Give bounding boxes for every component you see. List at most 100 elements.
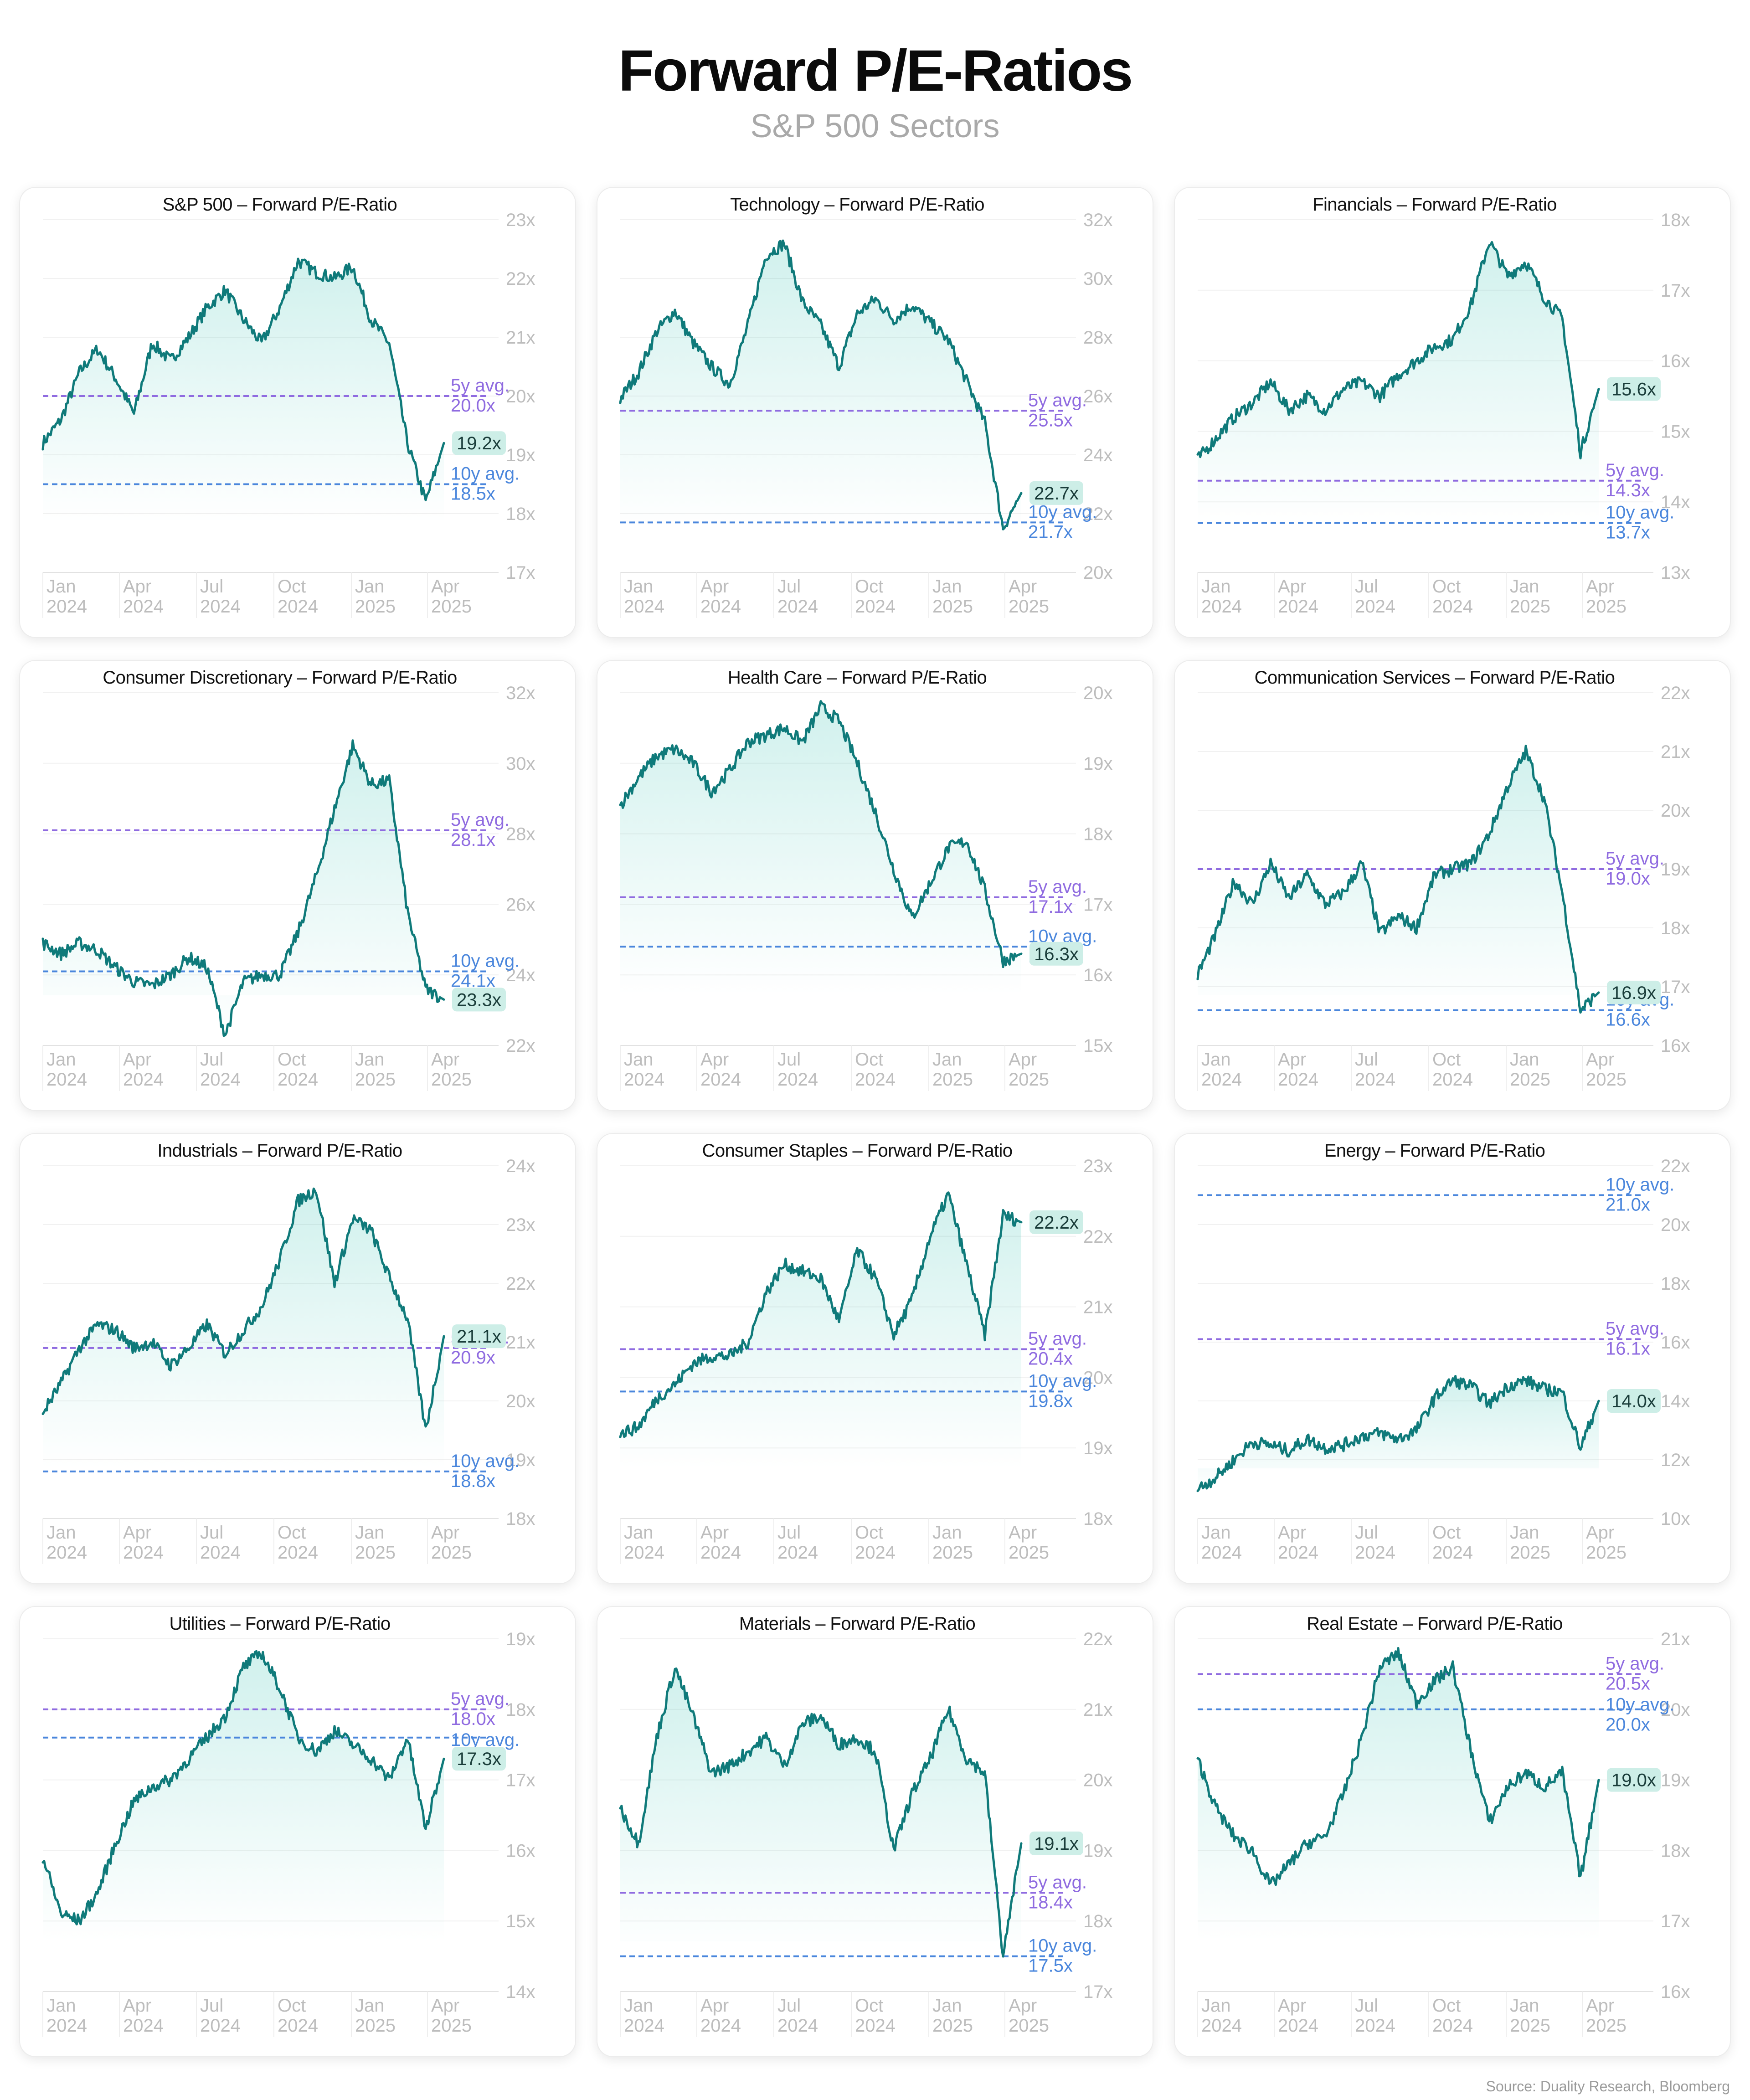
y-tick-label: 20x bbox=[506, 1391, 535, 1411]
y-tick-label: 23x bbox=[506, 1215, 535, 1235]
series-line bbox=[1196, 1375, 1600, 1493]
avg5-label-value: 16.1x bbox=[1606, 1339, 1650, 1359]
x-tick-year: 2025 bbox=[1009, 597, 1049, 617]
avg5-label-value: 20.9x bbox=[451, 1348, 495, 1368]
x-tick-year: 2024 bbox=[1201, 1543, 1242, 1563]
y-tick-label: 30x bbox=[506, 754, 535, 774]
y-tick-label: 14x bbox=[1661, 492, 1690, 512]
avg10-label: 10y avg.13.7x bbox=[1606, 503, 1674, 543]
series-line bbox=[41, 1187, 445, 1428]
chart-svg: Communication Services – Forward P/E-Rat… bbox=[1196, 668, 1690, 1091]
avg5-label-value: 20.5x bbox=[1606, 1673, 1650, 1693]
series-area bbox=[620, 241, 1021, 530]
y-tick-label: 32x bbox=[1083, 210, 1113, 230]
avg5-label-value: 17.1x bbox=[1028, 897, 1073, 917]
y-tick-label: 24x bbox=[1083, 445, 1113, 465]
x-tick-month: Oct bbox=[278, 1996, 306, 2016]
x-tick-month: Jan bbox=[624, 1996, 654, 2016]
y-tick-label: 18x bbox=[1083, 1509, 1113, 1529]
x-tick-year: 2024 bbox=[278, 2016, 318, 2036]
chart-svg: Industrials – Forward P/E-Ratio 24x 23x 22x… bbox=[41, 1141, 535, 1564]
x-tick-month: Jan bbox=[932, 1050, 962, 1070]
y-tick-label: 17x bbox=[1661, 281, 1690, 301]
y-tick-label: 22x bbox=[1083, 1227, 1113, 1247]
x-tick-month: Jan bbox=[1510, 1996, 1539, 2016]
avg5-label-title: 5y avg. bbox=[451, 810, 510, 830]
series-line bbox=[619, 1667, 1023, 1958]
y-tick-label: 20x bbox=[1661, 1700, 1690, 1720]
y-tick-label: 20x bbox=[1083, 563, 1113, 583]
y-tick-label: 21x bbox=[1661, 742, 1690, 762]
x-tick-year: 2024 bbox=[1432, 1543, 1473, 1563]
series-area bbox=[43, 1651, 444, 1941]
chart-svg: Energy – Forward P/E-Ratio 22x 20x 18x 16x 14… bbox=[1196, 1141, 1690, 1564]
chart-title: S&P 500 – Forward P/E-Ratio bbox=[163, 195, 397, 215]
avg5-label-value: 20.0x bbox=[451, 396, 495, 416]
y-tick-label: 14x bbox=[506, 1982, 535, 2002]
avg5-label-value: 28.1x bbox=[451, 830, 495, 850]
avg10-label-title: 10y avg. bbox=[451, 1730, 520, 1750]
current-value-label: 19.2x bbox=[457, 433, 501, 453]
y-tick-label: 16x bbox=[1083, 965, 1113, 985]
avg10-label-title: 10y avg. bbox=[1028, 502, 1097, 522]
x-tick-year: 2025 bbox=[1009, 1070, 1049, 1090]
x-tick-year: 2024 bbox=[123, 1070, 164, 1090]
y-tick-label: 18x bbox=[1661, 918, 1690, 938]
chart-title: Consumer Discretionary – Forward P/E-Rat… bbox=[103, 668, 457, 688]
y-tick-label: 20x bbox=[1661, 1215, 1690, 1235]
x-tick-month: Jul bbox=[200, 1523, 223, 1543]
avg10-label: 10y avg.17.5x bbox=[1028, 1936, 1097, 1976]
current-value-badge bbox=[452, 1747, 506, 1771]
x-tick-month: Apr bbox=[123, 1996, 151, 2016]
y-tick-label: 18x bbox=[1083, 1911, 1113, 1931]
x-tick-month: Jan bbox=[355, 576, 385, 597]
y-tick-label: 17x bbox=[1083, 895, 1113, 915]
y-tick-label: 24x bbox=[506, 965, 535, 985]
x-tick-month: Apr bbox=[431, 576, 459, 597]
avg5-label: 5y avg.20.5x bbox=[1606, 1653, 1664, 1693]
y-tick-label: 19x bbox=[1661, 1771, 1690, 1791]
chart-title: Consumer Staples – Forward P/E-Ratio bbox=[702, 1141, 1013, 1161]
y-tick-label: 20x bbox=[1083, 1771, 1113, 1791]
chart-panel: Utilities – Forward P/E-Ratio 19x 18x 17x 16… bbox=[20, 1607, 575, 2056]
x-tick-year: 2024 bbox=[46, 2016, 87, 2036]
avg5-label-value: 25.5x bbox=[1028, 410, 1073, 430]
current-value-badge bbox=[1607, 980, 1661, 1004]
x-tick-year: 2025 bbox=[431, 597, 472, 617]
x-tick-year: 2024 bbox=[1278, 1543, 1318, 1563]
avg10-label: 10y avg.18.8x bbox=[451, 1451, 520, 1491]
avg10-label: 10y avg.19.8x bbox=[1028, 1371, 1097, 1411]
y-tick-label: 18x bbox=[506, 504, 535, 524]
series-line bbox=[619, 239, 1023, 530]
current-value-label: 21.1x bbox=[457, 1327, 501, 1347]
y-tick-label: 22x bbox=[1661, 1156, 1690, 1176]
avg10-label-value: 17.5x bbox=[1028, 1956, 1073, 1976]
x-tick-year: 2024 bbox=[278, 1543, 318, 1563]
x-tick-year: 2024 bbox=[777, 597, 818, 617]
y-tick-label: 20x bbox=[1083, 1368, 1113, 1388]
avg10-label-value: 19.8x bbox=[1028, 1391, 1073, 1411]
y-tick-label: 12x bbox=[1661, 1450, 1690, 1470]
avg5-label-title: 5y avg. bbox=[1606, 849, 1664, 869]
x-tick-year: 2024 bbox=[624, 597, 664, 617]
x-tick-year: 2025 bbox=[355, 2016, 396, 2036]
x-tick-month: Oct bbox=[278, 1523, 306, 1543]
x-tick-month: Jan bbox=[932, 1996, 962, 2016]
y-tick-label: 30x bbox=[1083, 269, 1113, 289]
chart-svg: Financials – Forward P/E-Ratio18x17x16x1… bbox=[1196, 195, 1690, 618]
avg10-label-value: 13.7x bbox=[1606, 523, 1650, 543]
avg10-label-value: 21.0x bbox=[1606, 1195, 1650, 1215]
x-tick-month: Jan bbox=[1510, 1050, 1539, 1070]
y-tick-label: 21x bbox=[506, 328, 535, 348]
x-tick-year: 2024 bbox=[777, 2016, 818, 2036]
x-tick-year: 2025 bbox=[1510, 2016, 1550, 2036]
avg10-label-title: 10y avg. bbox=[1028, 1936, 1097, 1956]
current-value-badge bbox=[1029, 481, 1083, 505]
x-tick-year: 2024 bbox=[200, 597, 241, 617]
x-tick-month: Apr bbox=[431, 1050, 459, 1070]
current-value-badge bbox=[452, 431, 506, 455]
current-value-label: 22.7x bbox=[1034, 484, 1079, 504]
current-value-badge bbox=[1607, 1768, 1661, 1792]
x-tick-month: Apr bbox=[1009, 1523, 1037, 1543]
avg5-label: 5y avg.18.4x bbox=[1028, 1872, 1087, 1912]
